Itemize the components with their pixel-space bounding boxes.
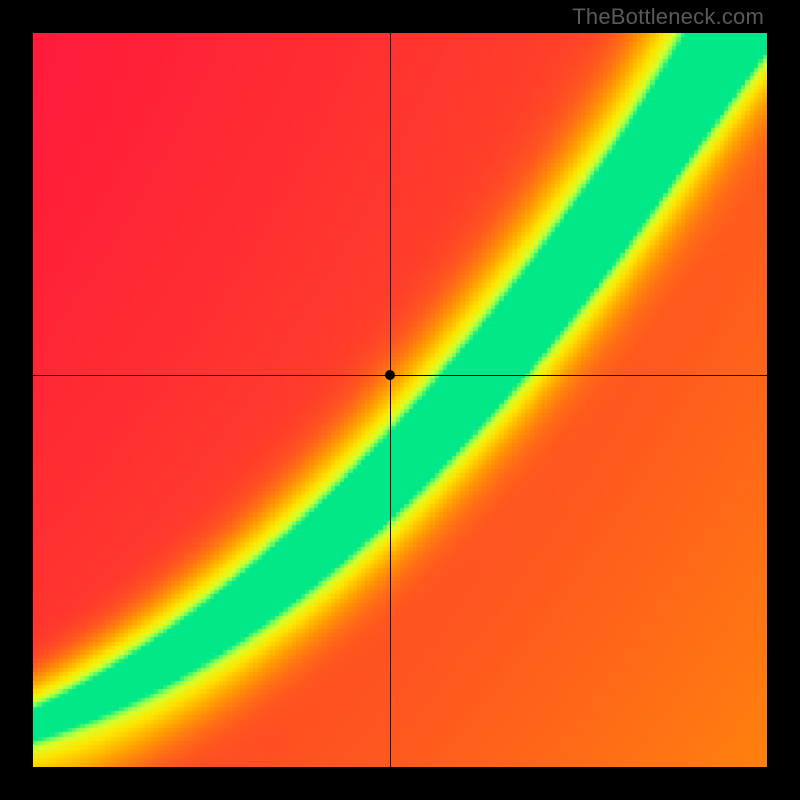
crosshair-horizontal [33,375,767,376]
crosshair-marker-dot [385,370,395,380]
chart-plot-area [33,33,767,767]
heatmap-canvas [33,33,767,767]
watermark-text: TheBottleneck.com [572,4,764,30]
crosshair-vertical [390,33,391,767]
chart-outer-frame: TheBottleneck.com [0,0,800,800]
